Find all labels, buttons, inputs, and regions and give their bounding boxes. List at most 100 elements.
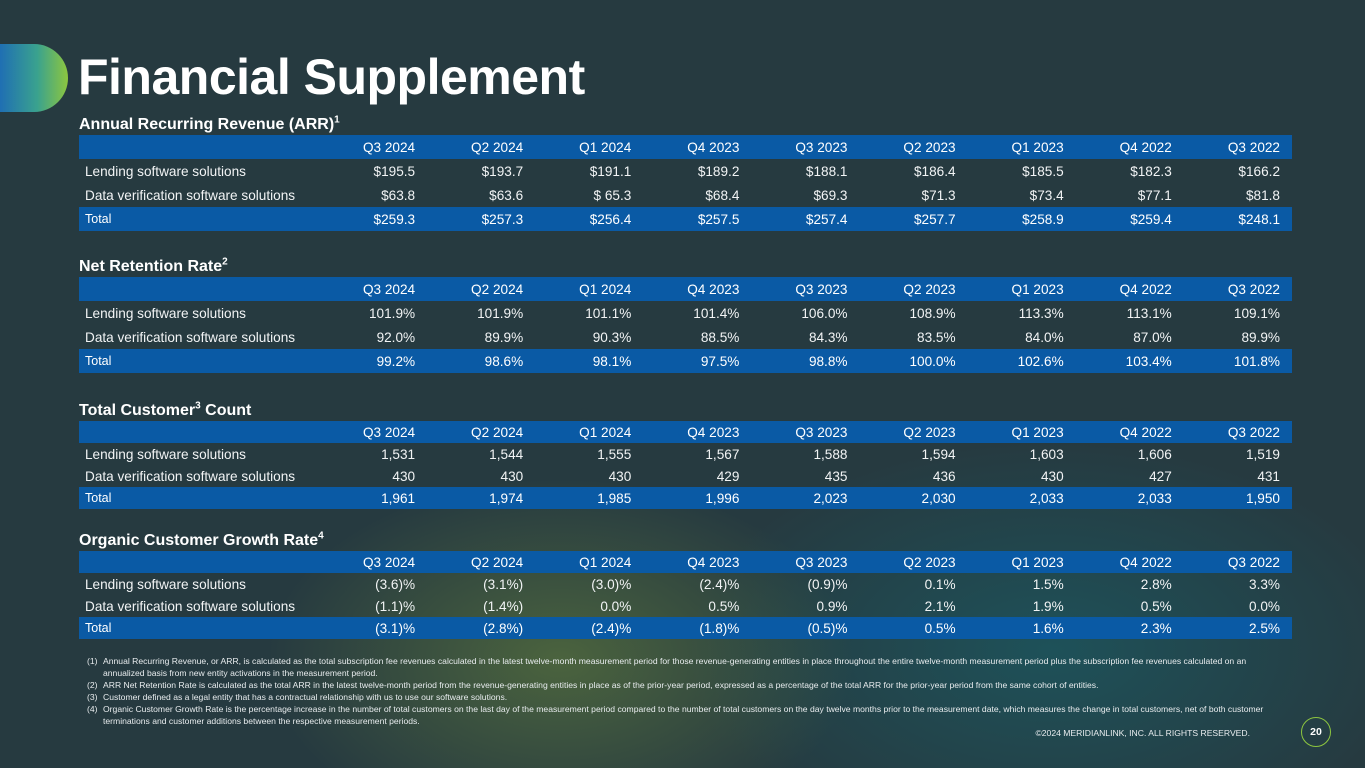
table-cell: 429 xyxy=(716,468,740,484)
page-title: Financial Supplement xyxy=(78,49,585,105)
table-cell: 88.5% xyxy=(700,329,740,345)
table-cell: 1,961 xyxy=(381,490,416,506)
table-cell: 106.0% xyxy=(801,305,848,321)
table-cell: $257.4 xyxy=(805,211,848,227)
table-cell: (1.1)% xyxy=(375,598,416,614)
table-cell: $69.3 xyxy=(813,187,848,203)
table-cell: 101.9% xyxy=(369,305,416,321)
table-cell: $257.7 xyxy=(914,211,956,227)
column-header: Q1 2024 xyxy=(579,424,632,440)
table-cell: 100.0% xyxy=(909,353,956,369)
row-label: Lending software solutions xyxy=(85,576,246,592)
table-cell: $71.3 xyxy=(921,187,956,203)
table-cell: 0.5% xyxy=(924,620,956,636)
table-cell: $191.1 xyxy=(589,163,632,179)
column-header: Q3 2024 xyxy=(362,139,416,155)
row-label: Data verification software solutions xyxy=(85,329,296,345)
column-header: Q3 2024 xyxy=(362,424,416,440)
table-cell: 102.6% xyxy=(1017,353,1064,369)
brand-logo-shape xyxy=(0,44,68,112)
row-label: Total xyxy=(85,621,112,635)
table-cell: 2.8% xyxy=(1140,576,1172,592)
column-header: Q3 2022 xyxy=(1227,424,1280,440)
table-cell: 430 xyxy=(500,468,524,484)
column-header: Q3 2024 xyxy=(362,281,416,297)
table-cell: (2.4)% xyxy=(699,576,740,592)
column-header: Q1 2023 xyxy=(1011,281,1064,297)
table-cell: 2.3% xyxy=(1140,620,1172,636)
table-cell: 87.0% xyxy=(1133,329,1172,345)
table-header-row: Q3 2024 Q2 2024 Q1 2024 Q4 2023 Q3 2023 … xyxy=(79,551,1292,573)
row-label: Data verification software solutions xyxy=(85,187,296,203)
footnote-number: (2) xyxy=(87,680,98,690)
column-header: Q1 2023 xyxy=(1011,139,1064,155)
table-cell: 101.8% xyxy=(1233,353,1280,369)
table-cell: 1,544 xyxy=(489,446,524,462)
table-row: Lending software solutions 101.9% 101.9%… xyxy=(79,301,1292,325)
section-customer-count: Total Customer3 Count Q3 2024 Q2 2024 Q1… xyxy=(79,400,1292,509)
table-cell: (3.1)% xyxy=(375,620,416,636)
footnote-text: Organic Customer Growth Rate is the perc… xyxy=(103,704,1264,726)
column-header: Q3 2024 xyxy=(362,554,416,570)
table-cell: $68.4 xyxy=(705,187,740,203)
column-header: Q4 2023 xyxy=(687,281,740,297)
table-cell: 1,588 xyxy=(813,446,848,462)
table-cell: 1.9% xyxy=(1032,598,1064,614)
column-header: Q1 2024 xyxy=(579,139,632,155)
row-label: Lending software solutions xyxy=(85,305,246,321)
table-row: Data verification software solutions 92.… xyxy=(79,325,1292,349)
table-cell: $188.1 xyxy=(805,163,848,179)
table-cell: 430 xyxy=(608,468,632,484)
table-cell: 108.9% xyxy=(909,305,956,321)
table-cell: 427 xyxy=(1149,468,1172,484)
column-header: Q3 2023 xyxy=(795,424,848,440)
column-header: Q4 2022 xyxy=(1119,424,1172,440)
footnote-number: (3) xyxy=(87,692,98,702)
table-cell: 113.1% xyxy=(1126,305,1172,321)
column-header: Q1 2024 xyxy=(579,554,632,570)
organic-growth-table: Q3 2024 Q2 2024 Q1 2024 Q4 2023 Q3 2023 … xyxy=(79,551,1292,639)
table-cell: 97.5% xyxy=(700,353,740,369)
table-row: Data verification software solutions 430… xyxy=(79,465,1292,487)
table-cell: 436 xyxy=(932,468,956,484)
table-cell: (0.9)% xyxy=(807,576,848,592)
copyright-notice: ©2024 MERIDIANLINK, INC. ALL RIGHTS RESE… xyxy=(1035,728,1250,738)
column-header: Q2 2024 xyxy=(471,139,524,155)
column-header: Q2 2023 xyxy=(903,424,956,440)
table-cell: 109.1% xyxy=(1233,305,1280,321)
table-cell: 1,996 xyxy=(705,490,740,506)
footnote-number: (1) xyxy=(87,656,98,666)
table-cell: 1,531 xyxy=(381,446,416,462)
column-header: Q1 2023 xyxy=(1011,424,1064,440)
footnotes: (1) Annual Recurring Revenue, or ARR, is … xyxy=(87,655,1277,727)
table-cell: 430 xyxy=(392,468,416,484)
section-arr: Annual Recurring Revenue (ARR)1 Q3 2024 … xyxy=(79,114,1292,231)
table-cell: 101.4% xyxy=(693,305,740,321)
table-cell: $81.8 xyxy=(1245,187,1280,203)
table-cell: (3.1%) xyxy=(483,576,524,592)
table-cell: (0.5)% xyxy=(807,620,848,636)
table-cell: 430 xyxy=(1040,468,1064,484)
customer-count-table: Q3 2024 Q2 2024 Q1 2024 Q4 2023 Q3 2023 … xyxy=(79,421,1292,509)
section-title: Net Retention Rate2 xyxy=(79,256,228,275)
footnote-text: Annual Recurring Revenue, or ARR, is cal… xyxy=(103,656,1247,678)
table-cell: $77.1 xyxy=(1137,187,1172,203)
table-cell: 0.1% xyxy=(924,576,956,592)
table-row: Data verification software solutions (1.… xyxy=(79,595,1292,617)
table-cell: 0.0% xyxy=(1249,598,1280,614)
column-header: Q2 2023 xyxy=(903,281,956,297)
footnote: (1) Annual Recurring Revenue, or ARR, is … xyxy=(87,655,1277,679)
table-cell: $186.4 xyxy=(914,163,956,179)
table-cell: 435 xyxy=(824,468,848,484)
section-title: Annual Recurring Revenue (ARR)1 xyxy=(79,114,340,133)
table-cell: 2.5% xyxy=(1249,620,1280,636)
table-cell: 2,033 xyxy=(1137,490,1172,506)
footnote: (2) ARR Net Retention Rate is calculated … xyxy=(87,679,1277,691)
table-cell: 98.6% xyxy=(484,353,524,369)
total-row: Total (3.1)% (2.8%) (2.4)% (1.8)% (0.5)%… xyxy=(79,617,1292,639)
net-retention-table: Q3 2024 Q2 2024 Q1 2024 Q4 2023 Q3 2023 … xyxy=(79,277,1292,373)
column-header: Q3 2023 xyxy=(795,554,848,570)
table-cell: (3.6)% xyxy=(375,576,416,592)
table-header-row: Q3 2024 Q2 2024 Q1 2024 Q4 2023 Q3 2023 … xyxy=(79,277,1292,301)
table-cell: 431 xyxy=(1257,468,1280,484)
